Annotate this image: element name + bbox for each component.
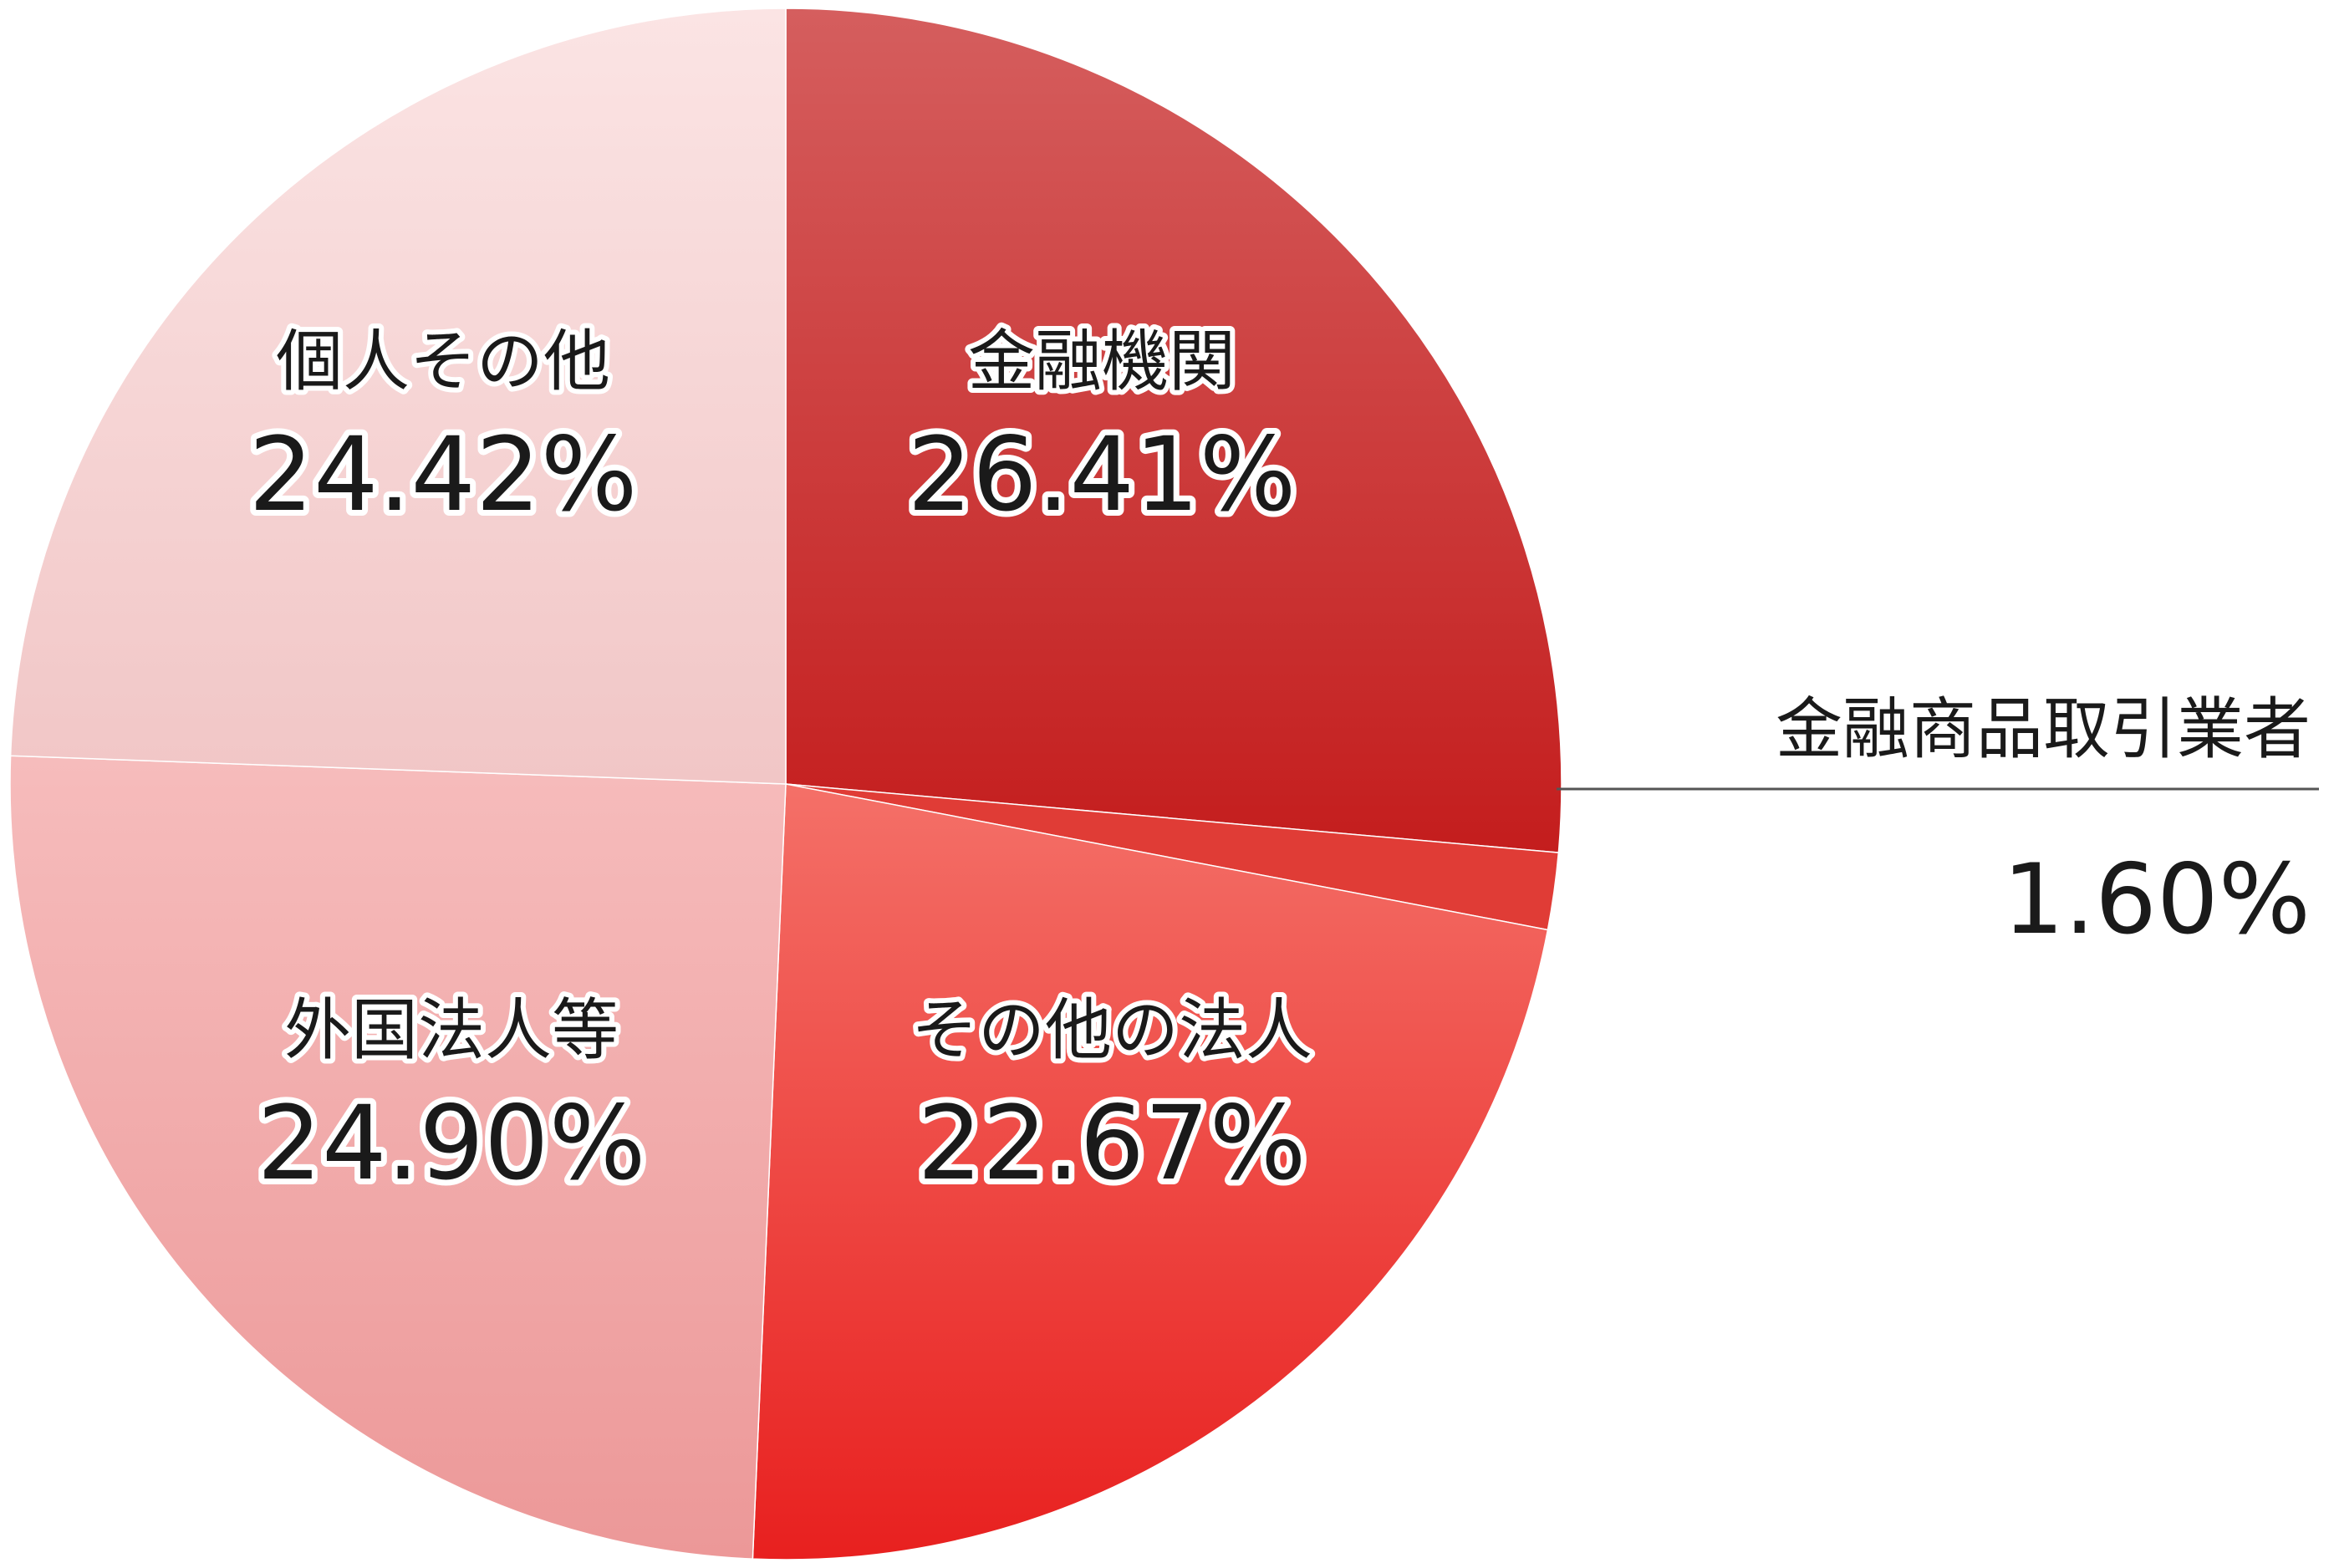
slice-label-name-4: 外国法人等 <box>284 991 619 1069</box>
pie-slice-5 <box>9 8 787 785</box>
slice-label-value-4: 24.90% <box>257 1084 645 1203</box>
slice-label-name-2: 金融商品取引業者 <box>1776 690 2311 768</box>
slice-label-name-5: 個人その他 <box>276 323 610 400</box>
slice-label-value-3: 22.67% <box>917 1084 1306 1203</box>
pie-slice-4 <box>9 755 787 1560</box>
slice-label-value-1: 26.41% <box>907 415 1296 534</box>
slice-label-value-2: 1.60% <box>2002 843 2311 956</box>
slice-label-name-1: 金融機関 <box>968 323 1236 400</box>
pie-labels: 金融機関 26.41% 金融商品取引業者 1.60% その他の法人 22.67% 外国法人等… <box>242 318 2319 1209</box>
pie-slice-1 <box>785 8 1562 853</box>
pie-slice-3 <box>752 783 1549 1560</box>
slice-label-value-5: 24.42% <box>248 415 637 534</box>
pie-slices <box>9 8 1562 1560</box>
slice-label-name-3: その他の法人 <box>911 991 1312 1069</box>
